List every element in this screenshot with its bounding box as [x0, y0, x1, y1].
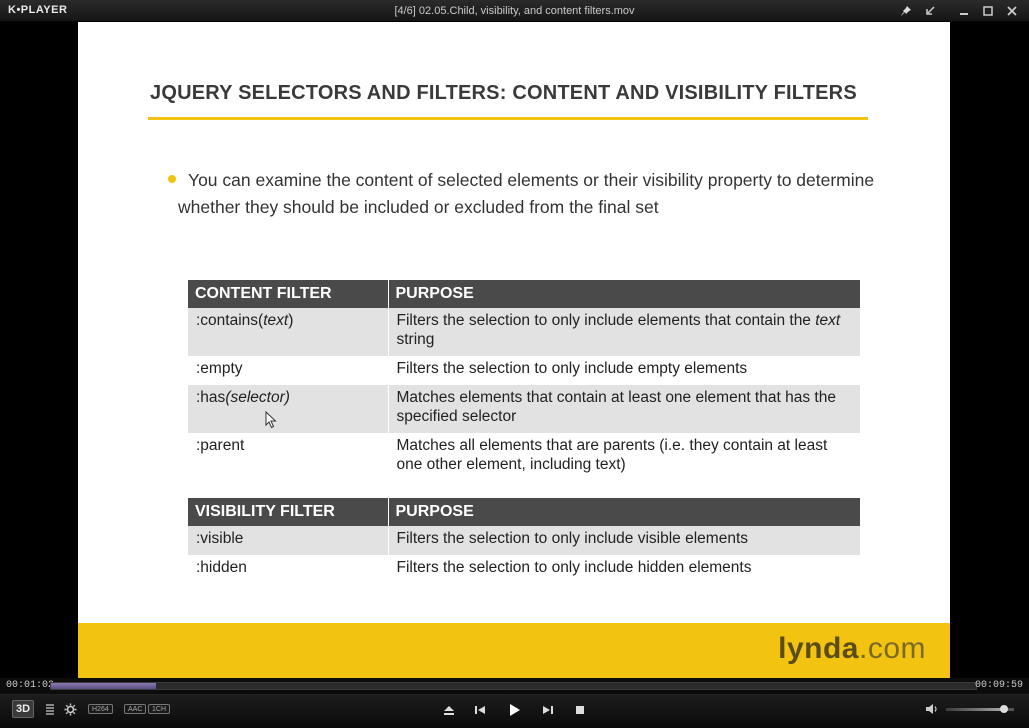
maximize-icon[interactable]	[977, 2, 999, 20]
window-controls	[895, 2, 1023, 20]
header-content-filter: CONTENT FILTER	[188, 280, 389, 308]
codec-badge-video[interactable]: H264	[88, 704, 113, 714]
control-bar: 3D H264 AAC 1CH	[0, 694, 1029, 728]
footer-band: lynda.com	[78, 623, 950, 678]
filter-cell: :hidden	[188, 555, 389, 584]
playlist-icon[interactable]	[43, 702, 57, 716]
bullet-text: You can examine the content of selected …	[178, 170, 875, 217]
bullet-dot	[168, 175, 176, 183]
header-purpose: PURPOSE	[388, 498, 860, 526]
table-row: :visible Filters the selection to only i…	[188, 526, 860, 555]
volume-level	[946, 708, 1004, 711]
volume-knob[interactable]	[999, 705, 1008, 713]
play-icon[interactable]	[505, 702, 523, 718]
slide-title: JQUERY SELECTORS AND FILTERS: CONTENT AN…	[150, 82, 857, 104]
eject-icon[interactable]	[440, 702, 458, 718]
filter-cell: :visible	[188, 526, 389, 555]
lynda-logo: lynda.com	[778, 632, 926, 665]
mini-mode-icon[interactable]	[919, 2, 941, 20]
seek-row: 00:01:02 00:09:59	[0, 678, 1029, 694]
app-logo[interactable]: K•PLAYER	[8, 4, 68, 16]
3d-button[interactable]: 3D	[12, 700, 34, 718]
channel-badge[interactable]: 1CH	[148, 704, 171, 714]
table-row: :contains(text) Filters the selection to…	[188, 308, 860, 356]
content-filter-table: CONTENT FILTER PURPOSE :contains(text) F…	[188, 280, 860, 481]
filter-cell: :parent	[188, 433, 389, 481]
settings-icon[interactable]	[63, 702, 77, 716]
title-bar[interactable]: K•PLAYER [4/6] 02.05.Child, visibility, …	[0, 0, 1029, 22]
filter-cell: :contains(text)	[188, 308, 389, 356]
volume-icon[interactable]	[925, 702, 939, 716]
previous-icon[interactable]	[471, 702, 489, 718]
close-icon[interactable]	[1001, 2, 1023, 20]
current-time: 00:01:02	[6, 680, 55, 691]
table-row: :has(selector) Matches elements that con…	[188, 385, 860, 433]
codec-badge-audio[interactable]: AAC	[124, 704, 147, 714]
filter-cell: :has(selector)	[188, 385, 389, 433]
minimize-icon[interactable]	[953, 2, 975, 20]
title-underline	[148, 117, 868, 120]
video-area[interactable]: JQUERY SELECTORS AND FILTERS: CONTENT AN…	[0, 22, 1029, 678]
pin-icon[interactable]	[895, 2, 917, 20]
mouse-cursor-icon	[265, 411, 277, 429]
header-visibility-filter: VISIBILITY FILTER	[188, 498, 389, 526]
next-icon[interactable]	[539, 702, 557, 718]
visibility-filter-table: VISIBILITY FILTER PURPOSE :visible Filte…	[188, 498, 860, 584]
window-title: [4/6] 02.05.Child, visibility, and conte…	[394, 5, 635, 17]
purpose-cell: Filters the selection to only include em…	[396, 360, 748, 377]
header-purpose: PURPOSE	[388, 280, 860, 308]
purpose-cell: Filters the selection to only include vi…	[388, 526, 860, 555]
purpose-cell: Matches all elements that are parents (i…	[396, 437, 828, 473]
purpose-cell: Filters the selection to only include el…	[388, 308, 860, 356]
purpose-cell: Matches elements that contain at least o…	[388, 385, 860, 433]
duration-time: 00:09:59	[974, 680, 1023, 691]
volume-slider[interactable]	[946, 705, 1014, 713]
stop-icon[interactable]	[571, 702, 589, 718]
table-row: :parent Matches all elements that are pa…	[188, 433, 860, 481]
filter-cell: :empty	[188, 356, 389, 385]
table-row: :empty Filters the selection to only inc…	[188, 356, 860, 385]
slide: JQUERY SELECTORS AND FILTERS: CONTENT AN…	[78, 22, 950, 678]
seek-progress	[51, 683, 156, 689]
purpose-cell: Filters the selection to only include hi…	[396, 559, 752, 576]
seek-bar[interactable]	[50, 682, 977, 690]
table-row: :hidden Filters the selection to only in…	[188, 555, 860, 584]
